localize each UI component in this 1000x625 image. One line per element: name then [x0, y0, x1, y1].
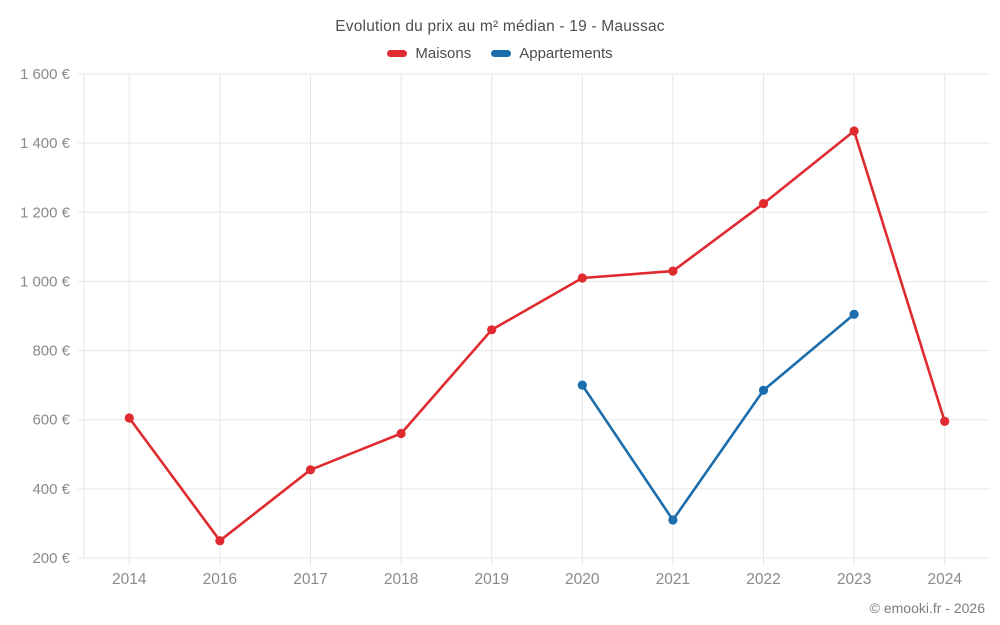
data-point-appartements-2020[interactable]: [577, 380, 587, 390]
y-axis-tick-label: 400 €: [32, 481, 70, 498]
data-point-appartements-2022[interactable]: [758, 385, 769, 395]
data-point-maisons-2017[interactable]: [305, 465, 316, 475]
data-point-maisons-2022[interactable]: [758, 199, 769, 209]
data-point-maisons-2014[interactable]: [124, 413, 134, 423]
x-axis-tick-label: 2021: [656, 571, 690, 588]
data-point-maisons-2024[interactable]: [940, 416, 950, 426]
data-point-maisons-2018[interactable]: [396, 428, 406, 439]
data-point-appartements-2023[interactable]: [849, 309, 859, 319]
y-axis-tick-label: 200 €: [32, 550, 70, 567]
data-point-maisons-2019[interactable]: [487, 325, 497, 335]
x-axis-tick-label: 2024: [927, 571, 962, 588]
x-axis-tick-label: 2020: [565, 571, 600, 588]
x-axis-tick-label: 2019: [474, 571, 508, 588]
data-point-maisons-2021[interactable]: [668, 266, 678, 276]
y-axis-tick-label: 1 000 €: [20, 273, 71, 290]
y-axis-tick-label: 800 €: [32, 343, 70, 360]
chart-legend: Maisons Appartements: [0, 45, 1000, 62]
y-axis-tick-label: 1 600 €: [20, 66, 71, 83]
x-axis-tick-label: 2023: [837, 571, 871, 588]
data-point-appartements-2021[interactable]: [668, 515, 678, 525]
legend-swatch-appartements: [491, 50, 512, 57]
legend-item-maisons[interactable]: Maisons: [387, 45, 471, 62]
legend-item-appartements[interactable]: Appartements: [491, 45, 613, 62]
legend-label-maisons: Maisons: [415, 45, 472, 62]
credit-text: © emooki.fr - 2026: [869, 600, 985, 616]
series-line-maisons: [128, 129, 947, 543]
x-axis-tick-label: 2017: [293, 571, 327, 588]
data-point-maisons-2020[interactable]: [577, 273, 587, 283]
y-axis-tick-label: 1 200 €: [20, 204, 71, 221]
x-axis-tick-label: 2016: [203, 571, 237, 588]
data-point-maisons-2023[interactable]: [849, 126, 859, 136]
y-axis-tick-label: 600 €: [32, 412, 70, 429]
series-line-appartements: [580, 312, 856, 522]
data-point-maisons-2016[interactable]: [215, 536, 225, 546]
legend-swatch-maisons: [387, 50, 408, 57]
x-axis-tick-label: 2018: [384, 571, 418, 588]
legend-label-appartements: Appartements: [519, 45, 613, 62]
y-axis-tick-label: 1 400 €: [20, 135, 71, 152]
chart-title: Evolution du prix au m² médian - 19 - Ma…: [335, 18, 665, 35]
x-axis-tick-label: 2014: [112, 571, 147, 588]
x-axis-tick-label: 2022: [746, 571, 780, 588]
